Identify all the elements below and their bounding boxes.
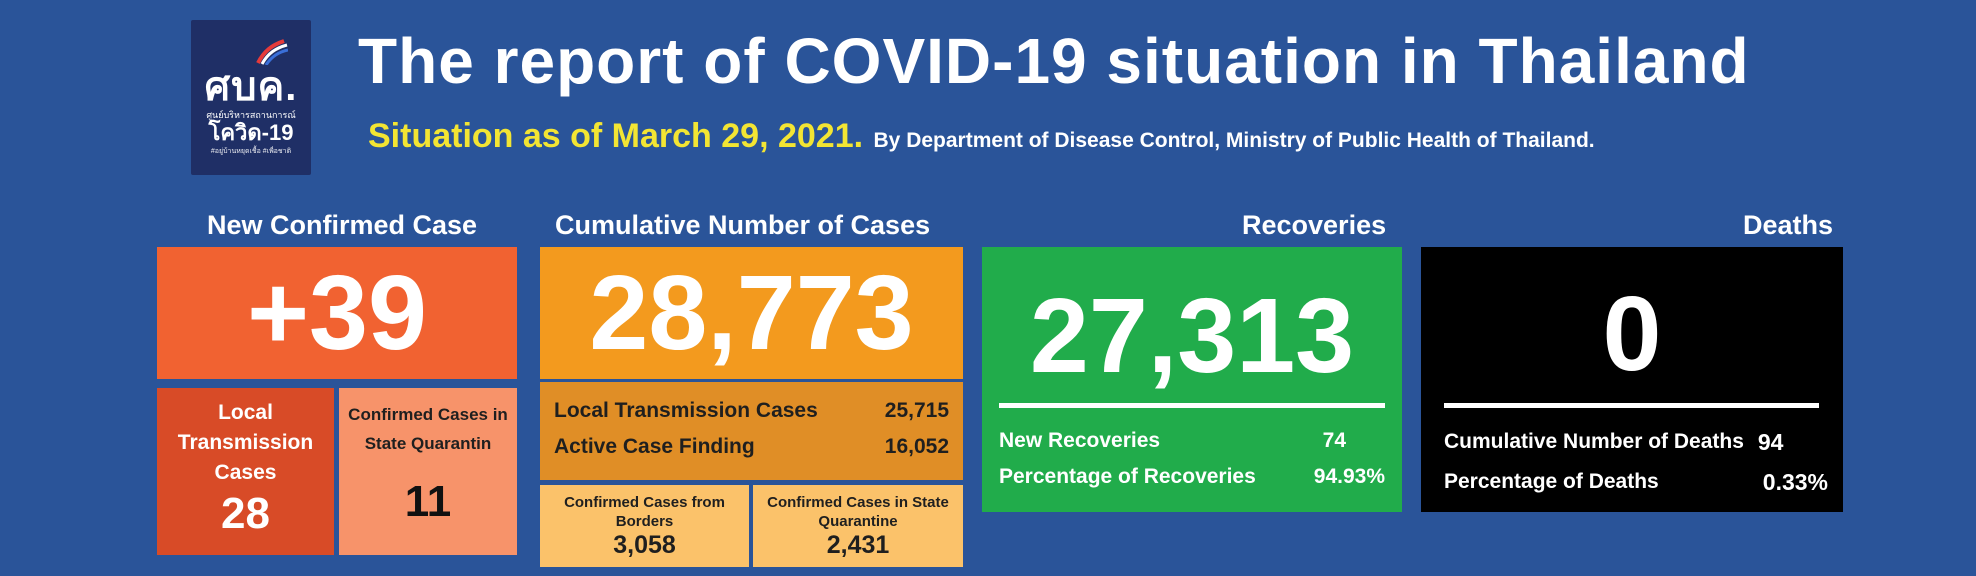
new-state-quarantine-value: 11 (404, 477, 452, 526)
thai-flag-ribbon-icon (256, 38, 288, 65)
deaths-heading: Deaths (1743, 210, 1834, 240)
situation-date: Situation as of March 29, 2021. (368, 117, 864, 155)
death-percentage-value: 0.33% (1762, 469, 1828, 495)
new-local-transmission-label: Local Transmission Cases (177, 401, 314, 484)
recovery-percentage-label: Percentage of Recoveries (999, 465, 1256, 488)
logo-main-text: ศบค. (204, 64, 298, 109)
deaths-panel: 0 Cumulative Number of Deaths 94 Percent… (1421, 247, 1843, 512)
new-confirmed-heading: New Confirmed Case (207, 210, 478, 240)
new-confirmed-value: +39 (247, 254, 427, 372)
recoveries-value: 27,313 (1029, 277, 1355, 395)
borders-label: Confirmed Cases from Borders (564, 494, 725, 530)
logo-sub-text: ศูนย์บริหารสถานการณ์ (206, 109, 296, 120)
recovery-percentage-row: Percentage of Recoveries 94.93% (999, 463, 1385, 491)
new-confirmed-panel: +39 (157, 247, 517, 379)
cumulative-local-label: Local Transmission Cases (554, 399, 818, 422)
new-state-quarantine-panel: Confirmed Cases in State Quarantin 11 (339, 388, 517, 555)
new-state-quarantine-label: Confirmed Cases in State Quarantin (348, 405, 508, 453)
cumulative-state-quarantine-value: 2,431 (826, 531, 890, 559)
death-percentage-row: Percentage of Deaths 0.33% (1444, 468, 1828, 496)
cumulative-state-quarantine-label: Confirmed Cases in State Quarantine (767, 494, 949, 530)
active-case-finding-row: Active Case Finding 16,052 (554, 434, 949, 460)
borders-panel: Confirmed Cases from Borders 3,058 (540, 485, 749, 567)
cumulative-local-value: 25,715 (884, 399, 949, 422)
new-recoveries-value: 74 (1322, 429, 1346, 452)
new-recoveries-label: New Recoveries (999, 429, 1161, 452)
report-title: The report of COVID-19 situation in Thai… (358, 25, 1750, 97)
report-subtitle: Situation as of March 29, 2021. By Depar… (368, 114, 1595, 165)
cumulative-state-quarantine-panel: Confirmed Cases in State Quarantine 2,43… (753, 485, 963, 567)
cumulative-local-row: Local Transmission Cases 25,715 (554, 398, 949, 424)
cumulative-detail-panel: Local Transmission Cases 25,715 Active C… (540, 382, 963, 480)
borders-value: 3,058 (613, 531, 676, 559)
cumulative-deaths-value: 94 (1757, 429, 1784, 455)
cumulative-heading: Cumulative Number of Cases (555, 210, 931, 240)
logo-tagline: #อยู่บ้านหยุดเชื้อ #เพื่อชาติ (210, 147, 292, 155)
recoveries-panel: 27,313 New Recoveries 74 Percentage of R… (982, 247, 1402, 512)
cumulative-deaths-row: Cumulative Number of Deaths 94 (1444, 428, 1819, 456)
report-source: By Department of Disease Control, Minist… (873, 129, 1595, 152)
cumulative-deaths-label: Cumulative Number of Deaths (1444, 430, 1744, 453)
cumulative-value: 28,773 (589, 254, 914, 372)
logo-code-text: โควิด-19 (208, 119, 294, 145)
recoveries-divider (999, 403, 1385, 408)
deaths-value: 0 (1602, 275, 1662, 393)
deaths-divider (1444, 403, 1819, 408)
active-case-finding-value: 16,052 (884, 435, 949, 458)
recovery-percentage-value: 94.93% (1313, 465, 1385, 488)
new-local-transmission-panel: Local Transmission Cases 28 (157, 388, 334, 555)
new-recoveries-row: New Recoveries 74 (999, 427, 1346, 455)
cumulative-panel: 28,773 (540, 247, 963, 379)
ccsa-logo: ศบค. ศูนย์บริหารสถานการณ์ โควิด-19 #อยู่… (191, 20, 311, 175)
new-local-transmission-value: 28 (221, 489, 270, 538)
active-case-finding-label: Active Case Finding (554, 435, 755, 458)
death-percentage-label: Percentage of Deaths (1444, 470, 1659, 493)
recoveries-heading: Recoveries (1242, 210, 1387, 240)
